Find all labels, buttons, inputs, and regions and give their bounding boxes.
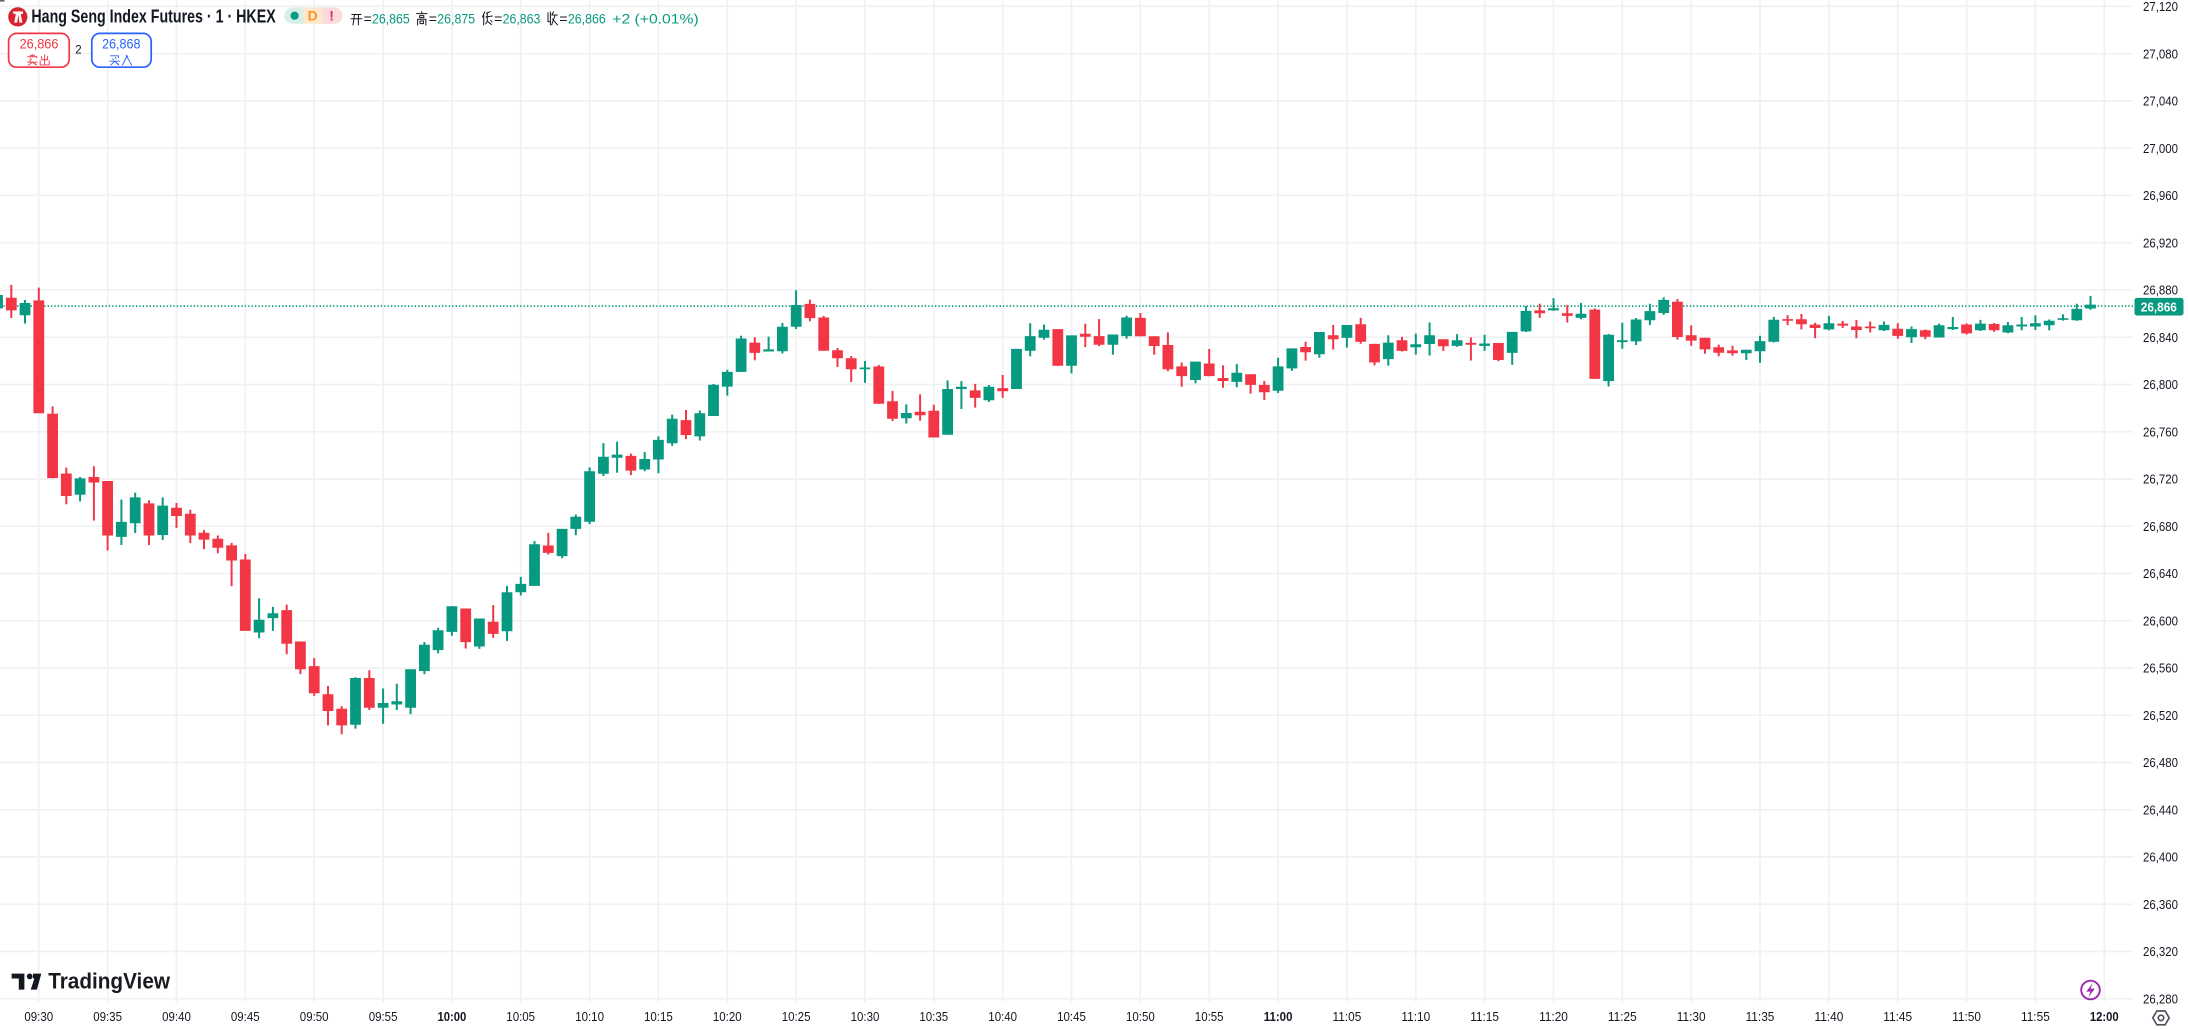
svg-text:!: ! bbox=[329, 8, 334, 24]
svg-text:26,863: 26,863 bbox=[503, 10, 541, 26]
svg-text:26,720: 26,720 bbox=[2143, 473, 2178, 487]
svg-text:09:40: 09:40 bbox=[162, 1009, 191, 1024]
svg-text:26,360: 26,360 bbox=[2143, 898, 2178, 912]
svg-text:26,680: 26,680 bbox=[2143, 520, 2178, 534]
svg-text:26,866: 26,866 bbox=[2141, 300, 2177, 315]
svg-text:10:20: 10:20 bbox=[713, 1009, 742, 1024]
svg-text:26,480: 26,480 bbox=[2143, 756, 2178, 770]
svg-text:11:00: 11:00 bbox=[1264, 1009, 1293, 1024]
svg-text:=: = bbox=[494, 10, 502, 26]
svg-text:26,920: 26,920 bbox=[2143, 236, 2178, 250]
svg-text:11:40: 11:40 bbox=[1815, 1009, 1844, 1024]
svg-text:26,865: 26,865 bbox=[372, 10, 410, 26]
svg-text:11:20: 11:20 bbox=[1539, 1009, 1568, 1024]
svg-text:26,560: 26,560 bbox=[2143, 662, 2178, 676]
svg-text:27,040: 27,040 bbox=[2143, 95, 2178, 109]
svg-text:11:10: 11:10 bbox=[1401, 1009, 1430, 1024]
svg-text:11:25: 11:25 bbox=[1608, 1009, 1637, 1024]
svg-text:26,640: 26,640 bbox=[2143, 567, 2178, 581]
svg-text:26,866: 26,866 bbox=[20, 36, 59, 51]
svg-text:26,760: 26,760 bbox=[2143, 425, 2178, 439]
svg-text:09:55: 09:55 bbox=[369, 1009, 398, 1024]
svg-text:10:25: 10:25 bbox=[782, 1009, 811, 1024]
svg-text:26,840: 26,840 bbox=[2143, 331, 2178, 345]
svg-text:11:15: 11:15 bbox=[1470, 1009, 1499, 1024]
svg-text:27,120: 27,120 bbox=[2143, 0, 2178, 14]
svg-text:26,868: 26,868 bbox=[102, 36, 140, 51]
svg-text:27,080: 27,080 bbox=[2143, 47, 2178, 61]
svg-text:26,866: 26,866 bbox=[568, 10, 606, 26]
svg-text:26,880: 26,880 bbox=[2143, 284, 2178, 298]
svg-text:12:00: 12:00 bbox=[2090, 1009, 2119, 1024]
svg-text:11:45: 11:45 bbox=[1883, 1009, 1912, 1024]
svg-text:10:10: 10:10 bbox=[575, 1009, 604, 1024]
svg-text:10:50: 10:50 bbox=[1126, 1009, 1155, 1024]
svg-text:D: D bbox=[308, 8, 318, 24]
svg-text:=: = bbox=[559, 10, 567, 26]
svg-text:26,800: 26,800 bbox=[2143, 378, 2178, 392]
svg-text:09:45: 09:45 bbox=[231, 1009, 260, 1024]
svg-text:26,600: 26,600 bbox=[2143, 614, 2178, 628]
svg-text:+2 (+0.01%): +2 (+0.01%) bbox=[612, 10, 698, 26]
svg-text:09:50: 09:50 bbox=[300, 1009, 329, 1024]
svg-text:26,875: 26,875 bbox=[437, 10, 475, 26]
svg-text:11:50: 11:50 bbox=[1952, 1009, 1981, 1024]
svg-text:26,400: 26,400 bbox=[2143, 851, 2178, 865]
svg-text:26,520: 26,520 bbox=[2143, 709, 2178, 723]
svg-text:10:15: 10:15 bbox=[644, 1009, 673, 1024]
svg-text:26,280: 26,280 bbox=[2143, 992, 2178, 1006]
svg-text:11:05: 11:05 bbox=[1333, 1009, 1362, 1024]
svg-text:11:35: 11:35 bbox=[1746, 1009, 1775, 1024]
svg-text:10:40: 10:40 bbox=[988, 1009, 1017, 1024]
svg-text:09:35: 09:35 bbox=[93, 1009, 122, 1024]
svg-text:=: = bbox=[429, 10, 437, 26]
svg-text:10:00: 10:00 bbox=[438, 1009, 467, 1024]
svg-text:26,320: 26,320 bbox=[2143, 945, 2178, 959]
svg-text:26,960: 26,960 bbox=[2143, 189, 2178, 203]
svg-text:10:45: 10:45 bbox=[1057, 1009, 1086, 1024]
svg-text:10:55: 10:55 bbox=[1195, 1009, 1224, 1024]
svg-text:27,000: 27,000 bbox=[2143, 142, 2178, 156]
svg-text:11:55: 11:55 bbox=[2021, 1009, 2050, 1024]
svg-text:10:30: 10:30 bbox=[851, 1009, 880, 1024]
svg-text:TradingView: TradingView bbox=[48, 969, 170, 994]
svg-text:26,440: 26,440 bbox=[2143, 803, 2178, 817]
svg-text:2: 2 bbox=[75, 44, 81, 56]
svg-text:09:30: 09:30 bbox=[24, 1009, 53, 1024]
svg-text:10:05: 10:05 bbox=[506, 1009, 535, 1024]
svg-text:11:30: 11:30 bbox=[1677, 1009, 1706, 1024]
svg-text:Hang Seng Index Futures · 1 ·: Hang Seng Index Futures · 1 · HKEX bbox=[31, 6, 276, 27]
svg-text:10:35: 10:35 bbox=[919, 1009, 948, 1024]
svg-text:=: = bbox=[364, 10, 372, 26]
